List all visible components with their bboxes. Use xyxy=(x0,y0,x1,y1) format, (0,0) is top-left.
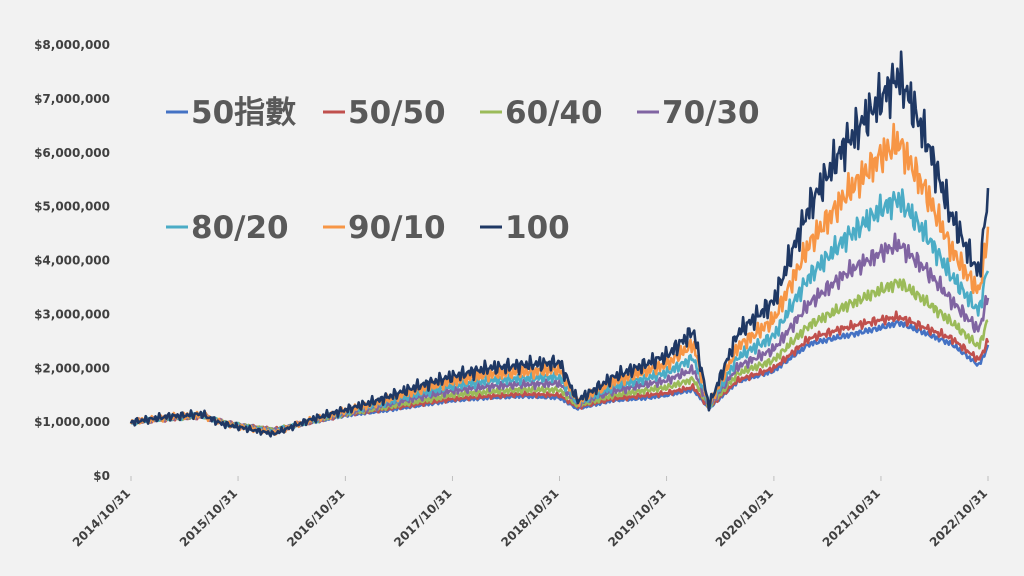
legend-label: 100 xyxy=(505,210,570,246)
series-line-2 xyxy=(130,278,989,433)
x-tick-label: 2019/10/31 xyxy=(605,486,668,549)
y-tick-label: $3,000,000 xyxy=(34,307,110,321)
legend-label: 60/40 xyxy=(505,95,603,131)
legend-entry: 70/30 xyxy=(637,95,760,131)
legend: 50指數 50/50 60/40 70/30 80/20 90/10 100 xyxy=(166,95,760,246)
y-tick-label: $8,000,000 xyxy=(34,38,110,52)
legend-label: 50指數 xyxy=(191,95,296,131)
legend-entry: 50/50 xyxy=(323,95,446,131)
x-tick-label: 2014/10/31 xyxy=(70,486,133,549)
series-line-5 xyxy=(129,122,990,436)
x-tick-label: 2016/10/31 xyxy=(284,486,347,549)
y-tick-label: $4,000,000 xyxy=(34,254,110,268)
y-tick-label: $5,000,000 xyxy=(34,200,110,214)
legend-label: 70/30 xyxy=(662,95,760,131)
legend-entry: 90/10 xyxy=(323,210,446,246)
y-tick-label: $1,000,000 xyxy=(34,415,110,429)
x-tick-label: 2021/10/31 xyxy=(820,486,883,549)
legend-label: 90/10 xyxy=(348,210,446,246)
y-axis: $0 $1,000,000 $2,000,000 $3,000,000 $4,000,0… xyxy=(34,38,110,483)
legend-entry: 80/20 xyxy=(166,210,289,246)
legend-label: 80/20 xyxy=(191,210,289,246)
y-tick-label: $0 xyxy=(93,469,110,483)
x-tick-label: 2015/10/31 xyxy=(177,486,240,549)
plot-area xyxy=(129,50,990,438)
x-tick-label: 2022/10/31 xyxy=(927,486,990,549)
x-tick-label: 2017/10/31 xyxy=(391,486,454,549)
series-line-6 xyxy=(129,50,990,438)
y-tick-label: $2,000,000 xyxy=(34,361,110,375)
y-tick-label: $7,000,000 xyxy=(34,92,110,106)
y-tick-label: $6,000,000 xyxy=(34,146,110,160)
legend-entry: 100 xyxy=(480,210,570,246)
x-axis: 2014/10/31 2015/10/31 2016/10/31 2017/10/31… xyxy=(70,476,990,550)
legend-entry: 60/40 xyxy=(480,95,603,131)
x-tick-label: 2020/10/31 xyxy=(713,486,776,549)
legend-entry: 50指數 xyxy=(166,95,296,131)
legend-label: 50/50 xyxy=(348,95,446,131)
x-tick-label: 2018/10/31 xyxy=(498,486,561,549)
